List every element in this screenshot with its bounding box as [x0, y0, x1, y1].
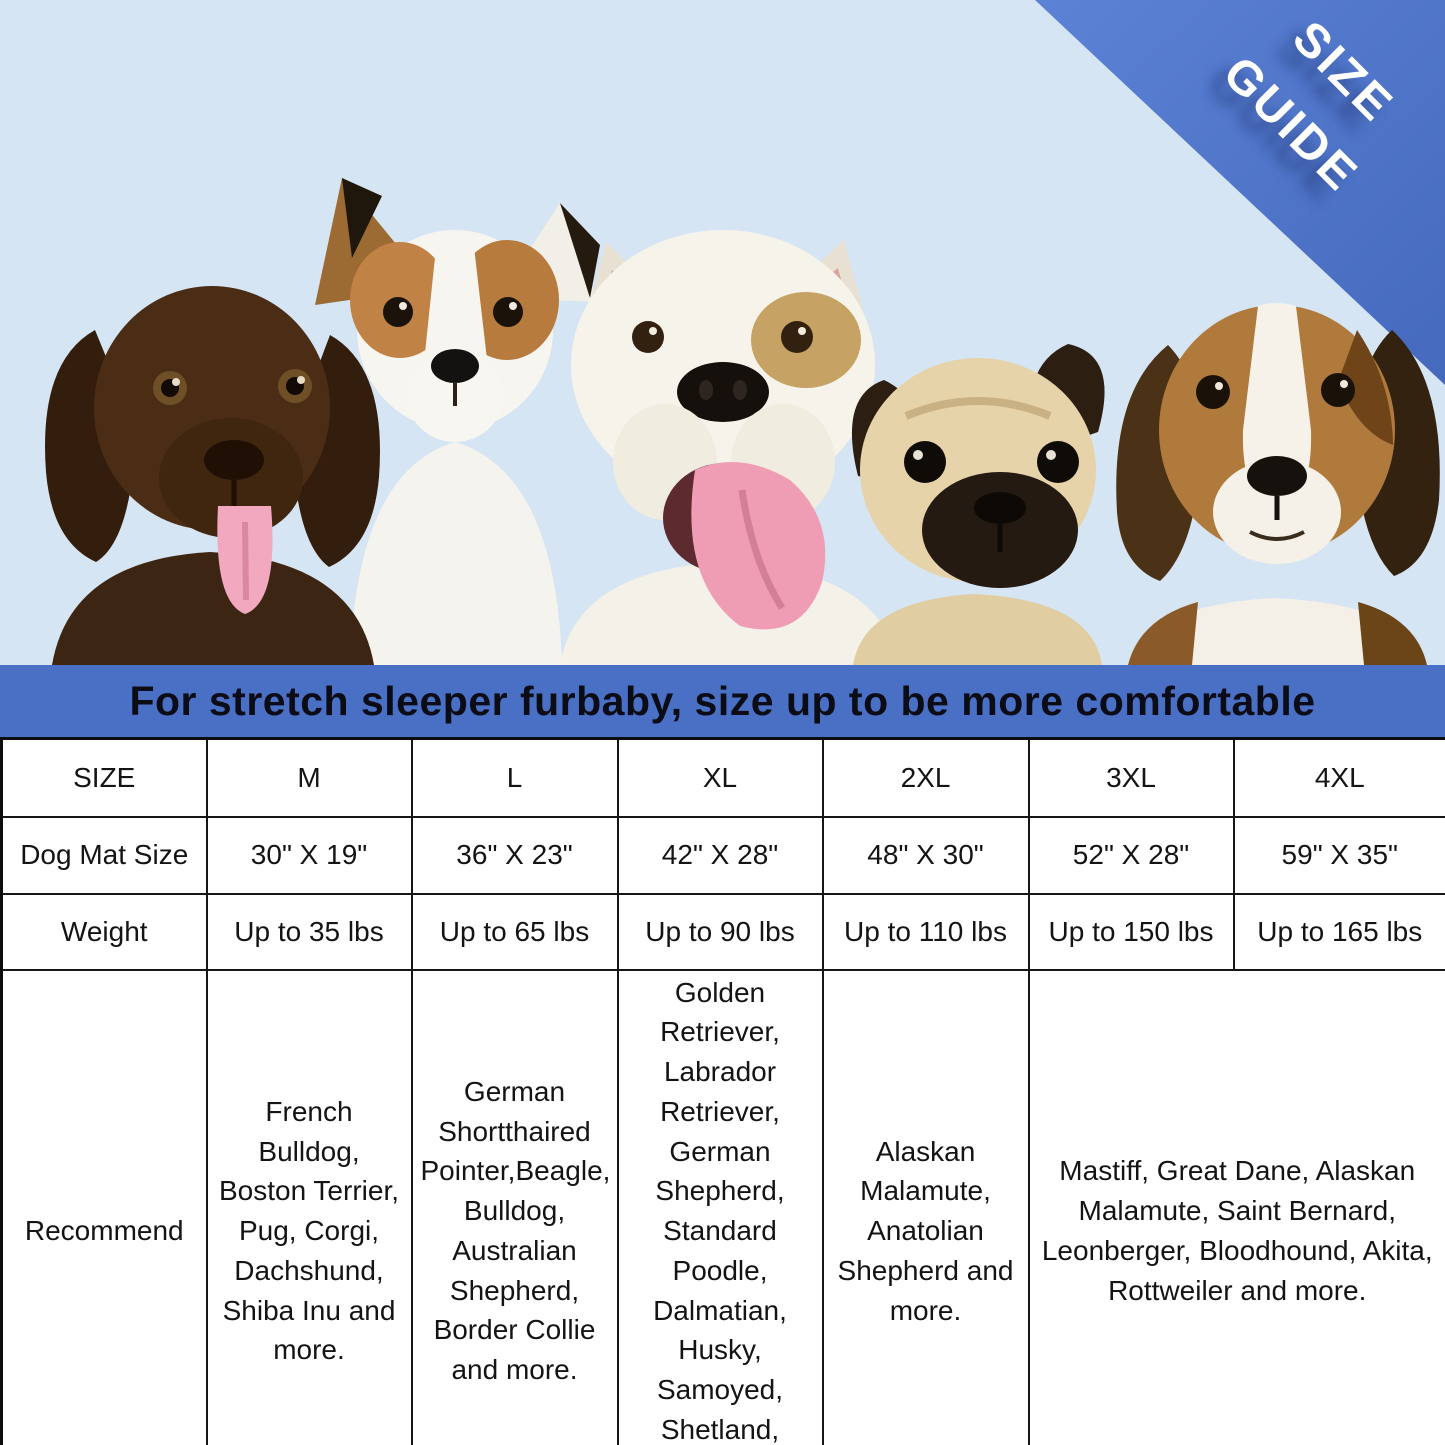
weight-4xl: Up to 165 lbs [1232, 892, 1445, 971]
row-label-weight: Weight [0, 892, 208, 971]
table-row-weight: Weight Up to 35 lbs Up to 65 lbs Up to 9… [0, 892, 1445, 971]
weight-xl: Up to 90 lbs [616, 892, 824, 971]
size-table: SIZE M L XL 2XL 3XL 4XL Dog Mat Size 30"… [0, 737, 1445, 1445]
weight-l: Up to 65 lbs [410, 892, 619, 971]
puppies-illustration [45, 0, 1445, 665]
recommend-2xl: Alaskan Malamute, Anatolian Shepherd and… [821, 968, 1030, 1445]
weight-3xl: Up to 150 lbs [1027, 892, 1235, 971]
dog-english-bulldog [560, 230, 898, 665]
table-row-mat-size: Dog Mat Size 30" X 19" 36" X 23" 42" X 2… [0, 815, 1445, 895]
mat-size-xl: 42" X 28" [616, 815, 824, 895]
mat-size-4xl: 59" X 35" [1232, 815, 1445, 895]
header-cell-xl: XL [616, 737, 824, 818]
size-guide-ribbon [1035, 0, 1445, 385]
weight-2xl: Up to 110 lbs [821, 892, 1030, 971]
table-row-recommend: Recommend French Bulldog, Boston Terrier… [0, 968, 1445, 1445]
mat-size-3xl: 52" X 28" [1027, 815, 1235, 895]
header-cell-size: SIZE [0, 737, 208, 818]
recommend-m: French Bulldog, Boston Terrier, Pug, Cor… [205, 968, 413, 1445]
banner-text: For stretch sleeper furbaby, size up to … [129, 677, 1316, 724]
recommend-3xl-4xl: Mastiff, Great Dane, Alaskan Malamute, S… [1027, 968, 1445, 1445]
dog-pug [851, 344, 1105, 665]
header-cell-m: M [205, 737, 413, 818]
dog-chocolate-labrador [45, 286, 380, 665]
row-label-recommend: Recommend [0, 968, 208, 1445]
dog-beagle [1116, 303, 1440, 665]
mat-size-l: 36" X 23" [410, 815, 619, 895]
header-cell-3xl: 3XL [1027, 737, 1235, 818]
table-header-row: SIZE M L XL 2XL 3XL 4XL [0, 737, 1445, 818]
weight-m: Up to 35 lbs [205, 892, 413, 971]
puppies-photo: SIZE GUIDE [0, 0, 1445, 665]
mat-size-m: 30" X 19" [205, 815, 413, 895]
header-cell-l: L [410, 737, 619, 818]
header-cell-2xl: 2XL [821, 737, 1030, 818]
header-cell-4xl: 4XL [1232, 737, 1445, 818]
banner: For stretch sleeper furbaby, size up to … [0, 665, 1445, 737]
recommend-xl: Golden Retriever, Labrador Retriever, Ge… [616, 968, 824, 1445]
mat-size-2xl: 48" X 30" [821, 815, 1030, 895]
recommend-l: German Shortthaired Pointer,Beagle, Bull… [410, 968, 619, 1445]
dog-jack-russell-terrier [315, 178, 600, 665]
row-label-mat-size: Dog Mat Size [0, 815, 208, 895]
